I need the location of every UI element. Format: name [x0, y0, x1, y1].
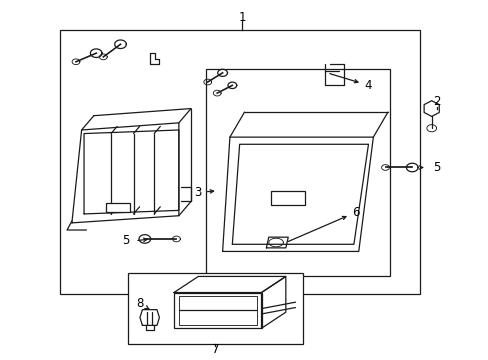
Bar: [106, 203, 130, 212]
Bar: [205, 69, 389, 276]
Bar: [60, 30, 419, 294]
Text: 3: 3: [194, 186, 213, 199]
Text: 6: 6: [288, 206, 359, 242]
Text: 1: 1: [238, 11, 245, 24]
Text: 5: 5: [122, 234, 129, 247]
Bar: [174, 293, 261, 328]
Bar: [127, 273, 302, 344]
Text: 7: 7: [211, 343, 219, 356]
Bar: [179, 296, 256, 325]
Text: 8: 8: [136, 297, 149, 310]
Text: 2: 2: [432, 95, 439, 108]
Bar: [271, 191, 305, 205]
Text: 4: 4: [329, 74, 371, 92]
Text: 5: 5: [432, 161, 439, 174]
